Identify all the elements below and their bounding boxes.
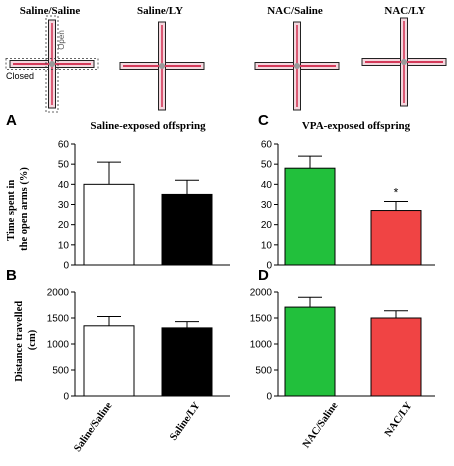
y-tick-label: 0 <box>63 392 69 403</box>
maze-center <box>401 59 407 65</box>
y-tick-label: 1500 <box>250 314 273 325</box>
y-label-distance-line2: (cm) <box>27 329 38 350</box>
panel-letter-b: B <box>6 267 17 284</box>
y-tick-label: 500 <box>255 366 272 377</box>
y-label-distance-line1: Distance travelled <box>14 301 25 382</box>
maze-title-4: NAC/LY <box>384 5 425 17</box>
x-label-nac-saline: NAC/Saline <box>301 400 341 450</box>
panel-letter-c: C <box>258 112 269 129</box>
panel-b-chart: 0 500 1000 1500 2000 <box>47 288 230 403</box>
x-label-nac-ly: NAC/LY <box>383 400 415 439</box>
y-tick-label: 50 <box>58 160 70 171</box>
y-tick-label: 20 <box>261 220 273 231</box>
bar-saline-ly <box>161 193 213 266</box>
maze-title-3: NAC/Saline <box>267 5 323 17</box>
maze-1 <box>5 15 99 113</box>
y-tick-label: 0 <box>266 261 272 272</box>
maze-3 <box>254 21 340 111</box>
y-tick-label: 30 <box>261 200 273 211</box>
panel-c-chart: 0 10 20 30 40 50 60 * <box>261 140 435 272</box>
bar-saline-saline <box>83 325 135 397</box>
maze-center <box>159 63 165 69</box>
y-tick-label: 50 <box>261 160 273 171</box>
y-label-time-line1: Time spent in <box>6 180 17 241</box>
bar-saline-ly <box>161 327 213 397</box>
y-tick-label: 0 <box>63 261 69 272</box>
y-tick-label: 1000 <box>47 340 70 351</box>
maze-title-2: Saline/LY <box>137 5 183 17</box>
y-label-time: Time spent in the open arms (%) <box>6 167 30 251</box>
significance-marker: * <box>394 185 399 199</box>
bar-nac-saline <box>284 306 336 397</box>
maze-4 <box>361 17 447 107</box>
y-tick-label: 60 <box>58 140 70 151</box>
bar-nac-ly <box>370 317 422 397</box>
maze-2 <box>119 21 205 111</box>
y-tick-label: 1000 <box>250 340 273 351</box>
y-tick-label: 2000 <box>47 288 70 299</box>
maze-illustrations <box>5 15 447 113</box>
y-tick-label: 20 <box>58 220 70 231</box>
y-tick-label: 10 <box>261 240 273 251</box>
y-tick-label: 2000 <box>250 288 273 299</box>
y-tick-label: 30 <box>58 200 70 211</box>
y-tick-label: 10 <box>58 240 70 251</box>
panel-a-chart: 0 10 20 30 40 50 60 <box>58 140 230 272</box>
y-tick-label: 40 <box>58 180 70 191</box>
open-arm-outline <box>45 15 59 113</box>
y-tick-label: 60 <box>261 140 273 151</box>
maze-center <box>294 63 300 69</box>
closed-arm-outline <box>5 58 99 70</box>
maze-center <box>49 61 55 67</box>
x-label-saline-saline: Saline/Saline <box>72 400 114 454</box>
panel-c-title: VPA-exposed offspring <box>302 120 411 132</box>
y-tick-label: 40 <box>261 180 273 191</box>
maze-title-1: Saline/Saline <box>20 5 81 17</box>
bar-saline-saline <box>83 183 135 266</box>
open-arm-label: Open <box>57 30 66 50</box>
y-label-time-line2: the open arms (%) <box>19 167 30 251</box>
panel-d-chart: 0 500 1000 1500 2000 <box>250 288 435 403</box>
panel-letter-a: A <box>6 112 17 129</box>
bar-nac-saline <box>284 167 336 266</box>
y-label-distance: Distance travelled (cm) <box>14 298 38 381</box>
y-tick-label: 500 <box>52 366 69 377</box>
panel-a-title: Saline-exposed offspring <box>90 120 206 132</box>
closed-arm-label: Closed <box>6 71 34 81</box>
panel-letter-d: D <box>258 267 269 284</box>
y-tick-label: 1500 <box>47 314 70 325</box>
x-label-saline-ly: Saline/LY <box>168 400 202 443</box>
y-tick-label: 0 <box>266 392 272 403</box>
bar-nac-ly <box>370 210 422 266</box>
